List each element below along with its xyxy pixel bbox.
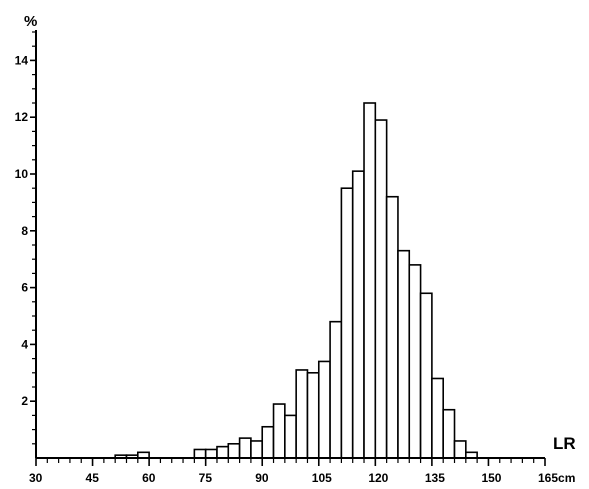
histogram-bar [453,440,467,459]
histogram-bar [295,369,309,459]
histogram-bar [408,264,422,459]
histogram-bars [114,102,478,459]
y-tick-label: 8 [21,224,28,238]
histogram-bar [363,102,377,459]
x-tick-label: 135 [425,471,445,485]
x-tick-label: 150 [481,471,501,485]
histogram-bar [261,425,275,459]
histogram-bar [442,408,456,459]
histogram-bar [340,187,354,459]
y-axis-label: % [24,13,37,30]
histogram-bar [351,170,365,459]
y-tick-label: 10 [15,167,29,181]
histogram-bar [204,448,218,459]
histogram-bar [329,320,343,459]
y-tick-label: 4 [21,337,28,351]
histogram-bar [238,437,252,459]
histogram-bar [374,119,388,459]
histogram-bar [317,360,331,459]
x-axis-ticks: 30 45 60 75 90 105 120 135 150 165cm [29,458,575,485]
y-tick-label: 12 [15,110,29,124]
histogram-bar [193,448,207,459]
histogram-bar [306,371,320,459]
histogram-bar [385,195,399,459]
y-axis-ticks: 2 4 6 8 10 12 14 [15,31,36,445]
histogram-bar [431,377,445,459]
x-tick-label: 90 [255,471,269,485]
histogram-bar [397,249,411,459]
x-tick-label: 45 [86,471,100,485]
y-tick-label: 2 [21,394,28,408]
x-tick-label: 60 [142,471,156,485]
histogram-bar [250,440,264,459]
histogram-bar [272,403,286,459]
y-tick-label: 14 [15,53,29,67]
histogram-bar [284,414,297,459]
histogram-bar [419,292,433,459]
x-tick-label: 165cm [538,471,575,485]
x-tick-label: 105 [312,471,332,485]
histogram-bar [227,442,241,459]
x-tick-label: 75 [199,471,213,485]
x-tick-label: 30 [29,471,43,485]
x-tick-label: 120 [368,471,388,485]
histogram-bar [216,445,230,459]
x-axis-label: LR [553,434,576,453]
y-tick-label: 6 [21,281,28,295]
